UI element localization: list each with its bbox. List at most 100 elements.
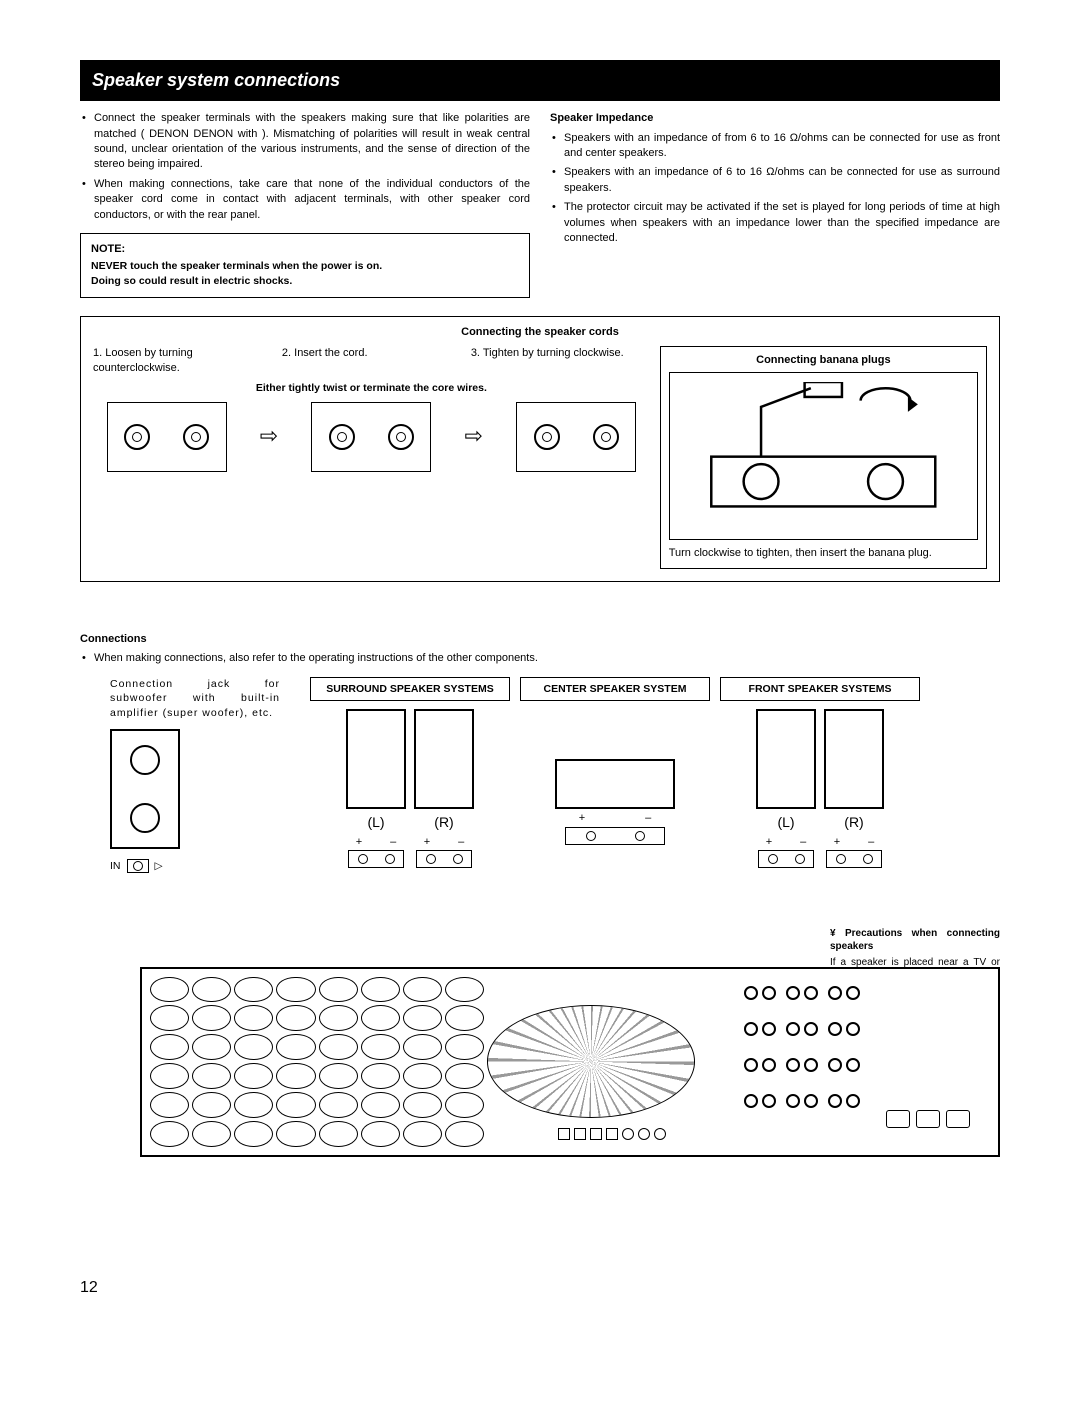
jack-icon [403,1005,442,1031]
jack-icon [361,1005,400,1031]
subwoofer-text: Connection jack for subwoofer with built… [110,677,280,721]
jack-icon [234,1121,273,1147]
terminal-icon [826,850,882,868]
jack-icon [150,1092,189,1118]
note-label: NOTE: [91,242,519,257]
jack-icon [234,977,273,1003]
minus-label: – [390,835,396,850]
banana-caption: Turn clockwise to tighten, then insert t… [669,546,978,561]
jack-icon [319,977,358,1003]
binding-column [740,977,779,1118]
jack-icon [234,1005,273,1031]
plug-arrow-icon: ▷ [155,859,163,874]
optical-jack-icon [606,1128,618,1140]
jack-icon [445,1092,484,1118]
right-column: Speaker Impedance Speakers with an imped… [550,111,1000,298]
imp-bullet-3: The protector circuit may be activated i… [564,200,1000,246]
left-column: Connect the speaker terminals with the s… [80,111,530,298]
l-label: (L) [367,813,384,833]
jack-icon [319,1063,358,1089]
imp-bullet-1: Speakers with an impedance of from 6 to … [564,131,1000,162]
r-label: (R) [844,813,863,833]
terminal-illus-1 [107,402,227,472]
banana-illustration [669,372,978,540]
optical-jack-icon [590,1128,602,1140]
jack-icon [276,1092,315,1118]
left-bullet-2: When making connections, take care that … [94,177,530,223]
minus-label: – [458,835,464,850]
jack-icon [234,1092,273,1118]
section-title: Speaker system connections [80,60,1000,101]
plus-label: + [766,835,772,850]
jack-icon [150,1034,189,1060]
subwoofer-area: Connection jack for subwoofer with built… [110,677,280,874]
terminal-icon [758,850,814,868]
jack-icon [276,1063,315,1089]
jack-icon [276,1121,315,1147]
jack-icon [276,1034,315,1060]
cord-steps-area: 1. Loosen by turning counterclockwise. 2… [93,346,650,569]
jack-icon [445,1121,484,1147]
jack-icon [319,1034,358,1060]
binding-column [782,977,821,1118]
center-label: CENTER SPEAKER SYSTEM [520,677,710,702]
jack-icon [192,977,231,1003]
jack-icon [276,977,315,1003]
jack-icon [276,1005,315,1031]
minus-label: – [868,835,874,850]
terminal-illus-2 [311,402,431,472]
center-group: CENTER SPEAKER SYSTEM +– [520,677,710,845]
terminal-icon [348,850,404,868]
front-label: FRONT SPEAKER SYSTEMS [720,677,920,702]
jack-icon [403,1063,442,1089]
jack-icon [234,1063,273,1089]
coax-jack-icon [654,1128,666,1140]
step-2: 2. Insert the cord. [282,346,461,377]
jack-icon [403,1121,442,1147]
jack-icon [403,1034,442,1060]
jack-icon [445,977,484,1003]
jack-icon [150,1063,189,1089]
terminal-icon [565,827,665,845]
imp-bullet-2: Speakers with an impedance of 6 to 16 Ω/… [564,165,1000,196]
jack-icon [445,1005,484,1031]
jack-icon [445,1034,484,1060]
jack-icon [192,1005,231,1031]
optical-jack-icon [558,1128,570,1140]
rear-panel-diagram [140,967,1000,1157]
coax-jack-icon [622,1128,634,1140]
left-bullet-1: Connect the speaker terminals with the s… [94,111,530,173]
note-line-1: NEVER touch the speaker terminals when t… [91,259,519,274]
speaker-icon [414,709,474,809]
precaution-title: ¥ Precautions when connecting speakers [830,927,1000,954]
jack-icon [150,1005,189,1031]
connections-heading: Connections [80,632,1000,647]
cord-box-title: Connecting the speaker cords [93,325,987,340]
driver-icon [130,803,160,833]
terminal-illustrations: ⇨ ⇨ [93,402,650,472]
note-line-2: Doing so could result in electric shocks… [91,274,519,289]
arrow-right-icon: ⇨ [464,421,482,452]
speaker-icon [824,709,884,809]
surround-group: SURROUND SPEAKER SYSTEMS (L) +– (R) +– [310,677,510,869]
jack-icon [361,1121,400,1147]
terminal-icon [416,850,472,868]
plus-label: + [356,835,362,850]
knob-icon [329,424,355,450]
banana-title: Connecting banana plugs [669,353,978,368]
in-label: IN [110,859,121,874]
jack-icon [361,1092,400,1118]
jack-icon [192,1121,231,1147]
knob-icon [534,424,560,450]
jack-icon [361,977,400,1003]
fan-grille-icon [487,1005,695,1117]
jack-icon [445,1063,484,1089]
arrow-right-icon: ⇨ [260,421,278,452]
ac-outlet-icon [886,1110,910,1128]
jack-icon [150,977,189,1003]
coax-jack-icon [638,1128,650,1140]
note-box: NOTE: NEVER touch the speaker terminals … [80,233,530,298]
terminal-illus-3 [516,402,636,472]
connections-note: When making connections, also refer to t… [94,651,1000,666]
ac-outlet-icon [946,1110,970,1128]
